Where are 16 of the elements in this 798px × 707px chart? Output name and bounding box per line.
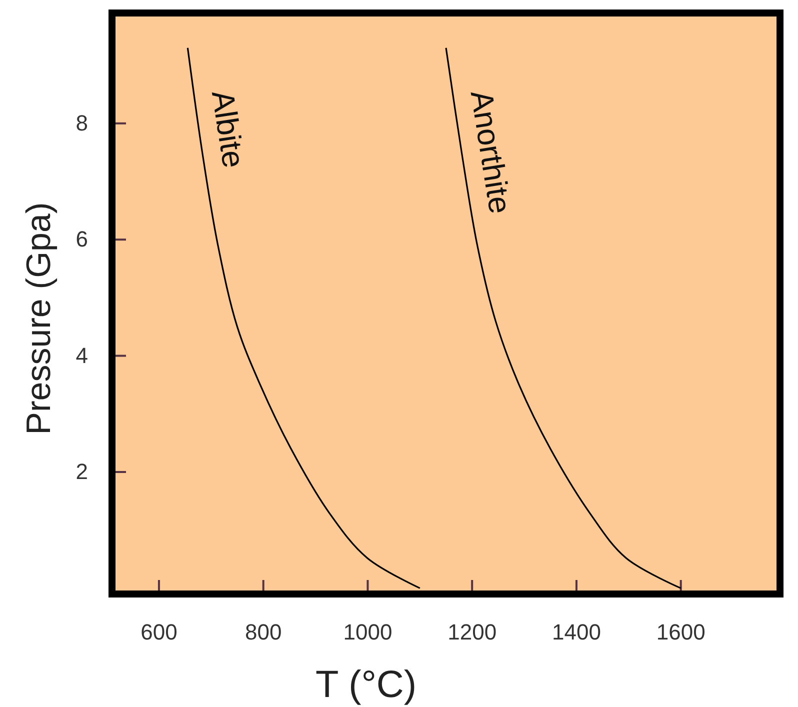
line-series	[186, 47, 421, 589]
line-series	[445, 47, 682, 589]
x-tick-label: 1600	[656, 620, 706, 645]
y-tick-label: 8	[76, 110, 88, 136]
y-tick-label: 4	[76, 342, 88, 368]
x-tick-label: 800	[244, 620, 282, 645]
y-tick-label: 6	[76, 226, 88, 252]
x-axis-title: T (°C)	[315, 664, 417, 706]
x-tick-label: 1400	[552, 620, 601, 645]
y-tick-label: 2	[76, 459, 88, 484]
x-tick-label: 1200	[448, 620, 497, 645]
x-tick-label: 600	[140, 620, 178, 645]
y-axis-title: Pressure (Gpa)	[20, 202, 58, 435]
x-tick-label: 1000	[343, 620, 392, 645]
text: Albite	[204, 88, 252, 170]
text: Anorthite	[464, 88, 518, 216]
